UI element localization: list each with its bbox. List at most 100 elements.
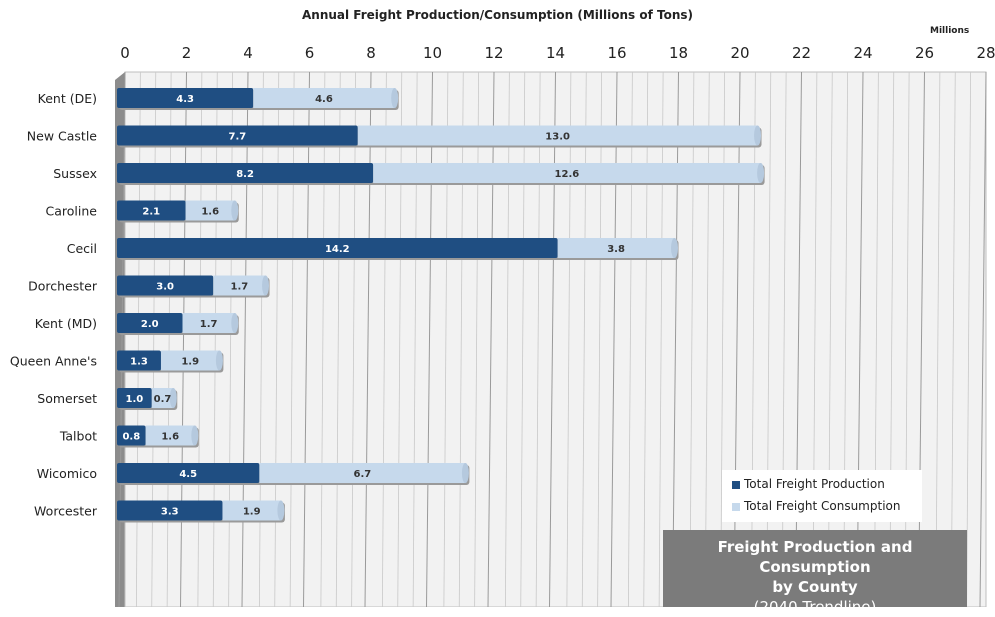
chart-title: Annual Freight Production/Consumption (M… xyxy=(302,8,693,22)
data-label-production: 1.0 xyxy=(126,394,144,405)
minor-gridline xyxy=(597,71,603,607)
bar-consumption xyxy=(557,238,675,258)
bar-end-cap xyxy=(262,275,270,296)
caption-box: Freight Production and Consumption by Co… xyxy=(663,530,967,616)
major-gridline xyxy=(979,71,987,607)
bar-end-cap xyxy=(754,125,762,146)
x-tick-label: 6 xyxy=(305,44,315,62)
bar-production xyxy=(117,238,558,258)
minor-gridline xyxy=(397,71,403,607)
x-tick-label: 26 xyxy=(915,44,934,62)
bar-consumption xyxy=(253,88,395,108)
data-label-production: 3.3 xyxy=(161,507,179,518)
minor-gridline xyxy=(720,71,726,607)
category-label: New Castle xyxy=(27,129,98,144)
data-label-consumption: 3.8 xyxy=(607,244,625,255)
bar-consumption xyxy=(160,350,220,371)
data-label-consumption: 1.7 xyxy=(231,282,249,293)
category-label: Worcester xyxy=(34,504,98,519)
bar-consumption xyxy=(151,388,174,408)
caption-subtitle: by County xyxy=(772,578,858,596)
bar-consumption xyxy=(357,125,758,146)
major-gridline xyxy=(426,71,433,607)
data-label-consumption: 0.7 xyxy=(154,394,172,405)
bar-end-cap xyxy=(391,88,399,108)
bar-end-cap xyxy=(671,238,678,258)
bar-production xyxy=(117,350,161,371)
bar-production xyxy=(117,125,358,146)
minor-gridline xyxy=(335,71,341,607)
bar-consumption xyxy=(373,163,761,183)
x-tick-label: 2 xyxy=(182,44,192,62)
x-tick-label: 16 xyxy=(607,44,626,62)
x-tick-label: 10 xyxy=(423,44,442,62)
legend-item-production: Total Freight Production xyxy=(732,476,885,492)
data-label-production: 0.8 xyxy=(122,432,140,443)
minor-gridline xyxy=(412,71,418,607)
bar-end-cap xyxy=(757,163,765,183)
bar-production xyxy=(117,200,186,221)
bar-production xyxy=(117,313,183,333)
plot-background xyxy=(124,71,987,607)
data-label-consumption: 12.6 xyxy=(555,169,580,180)
minor-gridline xyxy=(581,71,587,607)
minor-gridline xyxy=(351,71,357,607)
minor-gridline xyxy=(535,71,541,607)
data-label-consumption: 1.6 xyxy=(161,432,179,443)
data-label-production: 2.0 xyxy=(141,319,159,330)
x-tick-label: 0 xyxy=(120,44,130,62)
x-tick-label: 28 xyxy=(976,44,995,62)
bar-consumption xyxy=(182,313,235,333)
minor-gridline xyxy=(320,71,326,607)
minor-gridline xyxy=(658,71,664,607)
minor-gridline xyxy=(689,71,695,607)
category-label: Somerset xyxy=(37,391,97,406)
data-label-consumption: 13.0 xyxy=(545,132,570,143)
bar-production xyxy=(117,88,254,108)
x-tick-label: 22 xyxy=(792,44,811,62)
x-tick-label: 12 xyxy=(484,44,503,62)
minor-gridline xyxy=(627,71,633,607)
major-gridline xyxy=(303,71,310,607)
bar-end-cap xyxy=(215,350,223,371)
minor-gridline xyxy=(381,71,387,607)
category-label: Queen Anne's xyxy=(10,354,97,369)
major-gridline xyxy=(487,71,495,607)
minor-gridline xyxy=(935,71,941,607)
legend: Total Freight Production Total Freight C… xyxy=(722,470,922,522)
minor-gridline xyxy=(950,71,956,607)
bar-consumption xyxy=(185,200,235,221)
x-tick-label: 8 xyxy=(366,44,376,62)
x-tick-label: 18 xyxy=(669,44,688,62)
bar-consumption xyxy=(259,463,466,483)
bar-end-cap xyxy=(191,425,199,446)
data-label-production: 7.7 xyxy=(229,132,247,143)
bar-production xyxy=(117,163,374,183)
minor-gridline xyxy=(520,71,526,607)
minor-gridline xyxy=(443,71,449,607)
minor-gridline xyxy=(966,71,972,607)
x-tick-label: 4 xyxy=(243,44,253,62)
category-label: Kent (DE) xyxy=(38,91,97,106)
bar-end-cap xyxy=(231,200,239,221)
data-label-production: 4.3 xyxy=(176,94,194,105)
data-label-production: 4.5 xyxy=(179,469,197,480)
axis-units-label: Millions xyxy=(930,26,970,36)
category-label: Wicomico xyxy=(37,466,97,481)
legend-swatch-production xyxy=(732,480,740,489)
bar-end-cap xyxy=(461,463,469,483)
x-tick-label: 20 xyxy=(730,44,749,62)
data-label-consumption: 1.7 xyxy=(200,319,218,330)
minor-gridline xyxy=(643,71,649,607)
bar-production xyxy=(117,425,146,446)
legend-item-consumption: Total Freight Consumption xyxy=(732,498,900,514)
x-tick-label: 24 xyxy=(853,44,872,62)
x-tick-label: 14 xyxy=(546,44,565,62)
category-label: Caroline xyxy=(46,204,98,219)
caption-title: Freight Production and Consumption xyxy=(717,538,913,576)
category-label: Dorchester xyxy=(28,279,98,294)
bar-production xyxy=(117,275,214,296)
major-gridline xyxy=(672,71,679,607)
data-label-consumption: 1.9 xyxy=(181,357,199,368)
